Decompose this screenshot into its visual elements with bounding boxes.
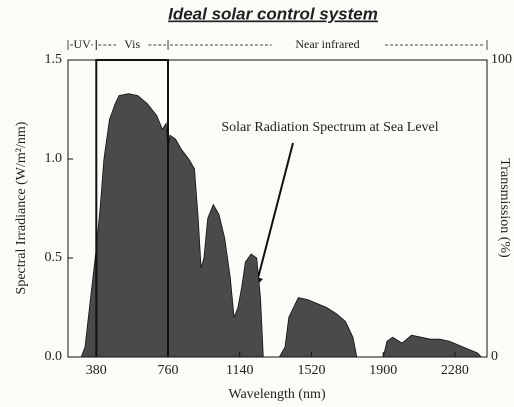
region-label-bg bbox=[271, 38, 384, 52]
region-label: UV bbox=[73, 37, 91, 51]
plot-frame bbox=[67, 59, 488, 358]
y2-tick-label: 100 bbox=[491, 52, 512, 67]
y2-axis-label: Transmission (%) bbox=[497, 158, 512, 258]
x-tick-label: 380 bbox=[86, 363, 107, 378]
y-tick-label: 1.5 bbox=[45, 52, 63, 67]
region-label-bg bbox=[73, 38, 92, 52]
x-tick-label: 760 bbox=[158, 363, 179, 378]
x-tick-label: 1140 bbox=[226, 363, 253, 378]
y-tick-label: 0.0 bbox=[45, 349, 63, 364]
x-tick-label: 2280 bbox=[441, 363, 469, 378]
annotation-arrow bbox=[256, 142, 294, 283]
y-tick-label: 1.0 bbox=[45, 151, 63, 166]
region-label: Near infrared bbox=[295, 37, 359, 51]
annotation: Solar Radiation Spectrum at Sea Level bbox=[221, 120, 438, 135]
y2-tick-label: 0 bbox=[491, 349, 498, 364]
y-axis-label: Spectral Irradiance (W/m²/nm) bbox=[14, 121, 29, 294]
x-tick-label: 1520 bbox=[297, 363, 325, 378]
y-tick-label: 0.5 bbox=[45, 250, 63, 265]
x-tick-label: 1900 bbox=[369, 363, 397, 378]
chart-title: Ideal solar control system bbox=[168, 4, 378, 23]
region-label: Vis bbox=[124, 37, 140, 51]
spectrum-area bbox=[80, 93, 483, 358]
x-axis-label: Wavelength (nm) bbox=[228, 387, 326, 402]
region-label-bg bbox=[116, 38, 149, 52]
